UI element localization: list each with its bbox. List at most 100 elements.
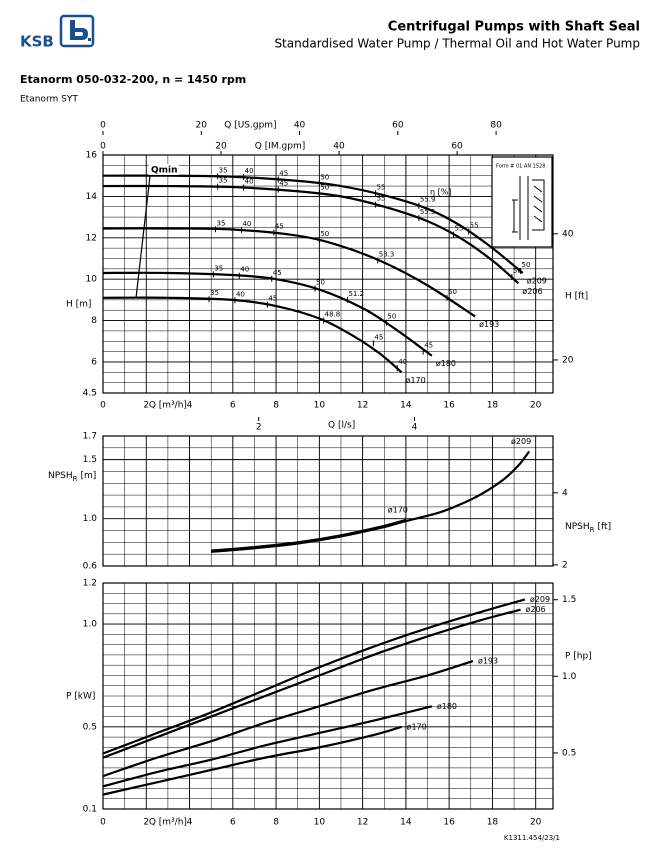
y2-tick-label: 2 bbox=[562, 560, 568, 570]
y-tick-label: 1.0 bbox=[83, 514, 98, 524]
x-tick-label: 18 bbox=[487, 818, 499, 828]
x-tick-label: 4 bbox=[187, 818, 193, 828]
y-tick-label: 10 bbox=[86, 275, 98, 285]
efficiency-label: 51.2 bbox=[348, 290, 364, 298]
curve-label: ø180 bbox=[437, 702, 457, 711]
efficiency-label: 45 bbox=[279, 169, 288, 177]
efficiency-label: 35 bbox=[214, 264, 223, 272]
logo-text: KSB bbox=[20, 33, 54, 51]
y-tick-label: 0.6 bbox=[83, 562, 98, 572]
x-tick-label: 10 bbox=[314, 401, 326, 411]
title: Centrifugal Pumps with Shaft Seal bbox=[388, 20, 640, 35]
y2-axis-label: P [hp] bbox=[565, 652, 592, 662]
efficiency-label: 45 bbox=[279, 180, 288, 188]
efficiency-label: 55 bbox=[454, 225, 463, 233]
x-tick-label: 12 bbox=[357, 401, 368, 411]
y-tick-label: 0.5 bbox=[83, 722, 97, 732]
efficiency-label: 55 bbox=[377, 195, 386, 203]
y2-axis-label-part: NPSH bbox=[565, 522, 590, 532]
pump-curve bbox=[102, 174, 524, 274]
x-tick-label: 8 bbox=[273, 818, 279, 828]
footer: K1311.454/23/1 bbox=[504, 834, 560, 842]
efficiency-label: 50 bbox=[448, 288, 457, 296]
curve-label: ø206 bbox=[526, 605, 546, 614]
pump-curve bbox=[102, 271, 433, 357]
logo-box bbox=[59, 14, 95, 48]
top-axis-tick-label: 0 bbox=[100, 142, 106, 152]
pump-curve bbox=[102, 725, 402, 796]
y-axis-label-part: R bbox=[73, 475, 78, 483]
y-axis-label: H [m] bbox=[66, 300, 91, 310]
efficiency-label: 50 bbox=[316, 278, 325, 286]
efficiency-label: 50 bbox=[513, 267, 522, 275]
efficiency-label: 40 bbox=[245, 177, 254, 185]
y2-tick-label: 1.5 bbox=[562, 595, 576, 605]
top-axis-label: Q [US.gpm] bbox=[224, 121, 276, 131]
top-axis-tick-label: 60 bbox=[392, 121, 404, 131]
y-tick-label: 6 bbox=[91, 357, 97, 367]
sub-axis-tick-label: 2 bbox=[256, 423, 262, 433]
top-axis-tick-label: 0 bbox=[100, 121, 106, 131]
curve-label: ø209 bbox=[527, 276, 547, 285]
x-tick-label: 20 bbox=[530, 401, 542, 411]
x-tick-label: 0 bbox=[100, 401, 106, 411]
x-tick-label: 18 bbox=[487, 401, 499, 411]
curve-label: ø170 bbox=[406, 376, 426, 385]
pump-curve bbox=[102, 705, 433, 788]
inset-label: Form # 01 AN 1528 bbox=[496, 164, 545, 170]
x-tick-label: 12 bbox=[357, 818, 368, 828]
efficiency-label: 40 bbox=[398, 358, 407, 366]
y2-tick-label: 20 bbox=[562, 355, 574, 365]
qmin-line bbox=[135, 175, 151, 299]
x-tick-label: 0 bbox=[100, 818, 106, 828]
pump-curve bbox=[102, 296, 403, 374]
y-tick-label: 12 bbox=[86, 233, 97, 243]
x-tick-label: 6 bbox=[230, 818, 236, 828]
x-axis-label: Q [m³/h] bbox=[149, 818, 187, 828]
efficiency-label: 55 bbox=[377, 183, 386, 191]
y2-axis-label-part: [ft] bbox=[598, 522, 612, 532]
pump-model: Etanorm 050-032-200, n = 1450 rpm bbox=[20, 73, 246, 86]
x-tick-label: 2 bbox=[143, 401, 149, 411]
curve-label: ø180 bbox=[436, 359, 456, 368]
logo-mark bbox=[70, 20, 88, 40]
x-tick-label: 16 bbox=[443, 401, 455, 411]
x-tick-label: 4 bbox=[187, 401, 193, 411]
efficiency-label: 55 bbox=[470, 222, 479, 230]
efficiency-label: 45 bbox=[424, 342, 433, 350]
logo-dot bbox=[88, 38, 91, 41]
efficiency-label: 55.5 bbox=[420, 208, 436, 216]
x-tick-label: 10 bbox=[314, 818, 326, 828]
y2-tick-label: 1.0 bbox=[562, 672, 577, 682]
efficiency-label: 45 bbox=[275, 223, 284, 231]
efficiency-label: 50 bbox=[320, 230, 329, 238]
sub-axis-tick-label: 4 bbox=[412, 423, 418, 433]
curve-label: ø209 bbox=[530, 595, 550, 604]
x-tick-label: 20 bbox=[530, 818, 542, 828]
y-tick-label: 4.5 bbox=[83, 389, 97, 399]
efficiency-label: 50 bbox=[522, 261, 531, 269]
plot-border bbox=[102, 582, 554, 810]
top-axis-label: Q [IM.gpm] bbox=[255, 142, 305, 152]
y-tick-label: 1.0 bbox=[83, 620, 98, 630]
curve-label: ø193 bbox=[479, 320, 499, 329]
y2-axis-label: H [ft] bbox=[565, 292, 588, 302]
x-tick-label: 16 bbox=[443, 818, 455, 828]
top-axis-tick-label: 40 bbox=[294, 121, 306, 131]
top-axis-tick-label: 20 bbox=[215, 142, 227, 152]
top-axis-tick-label: 40 bbox=[333, 142, 345, 152]
y-tick-label: 16 bbox=[86, 151, 98, 161]
efficiency-label: 53.3 bbox=[379, 251, 395, 259]
sub-axis-label: Q [l/s] bbox=[328, 421, 355, 431]
efficiency-label: 35 bbox=[219, 166, 228, 174]
x-tick-label: 6 bbox=[230, 401, 236, 411]
y-tick-label: 1.5 bbox=[83, 455, 97, 465]
pump-curve bbox=[102, 184, 520, 285]
x-tick-label: 2 bbox=[143, 818, 149, 828]
plot-border bbox=[102, 435, 554, 567]
x-tick-label: 8 bbox=[273, 401, 279, 411]
y-tick-label: 0.1 bbox=[83, 805, 97, 815]
efficiency-label: 50 bbox=[320, 173, 329, 181]
efficiency-label: 45 bbox=[268, 295, 277, 303]
